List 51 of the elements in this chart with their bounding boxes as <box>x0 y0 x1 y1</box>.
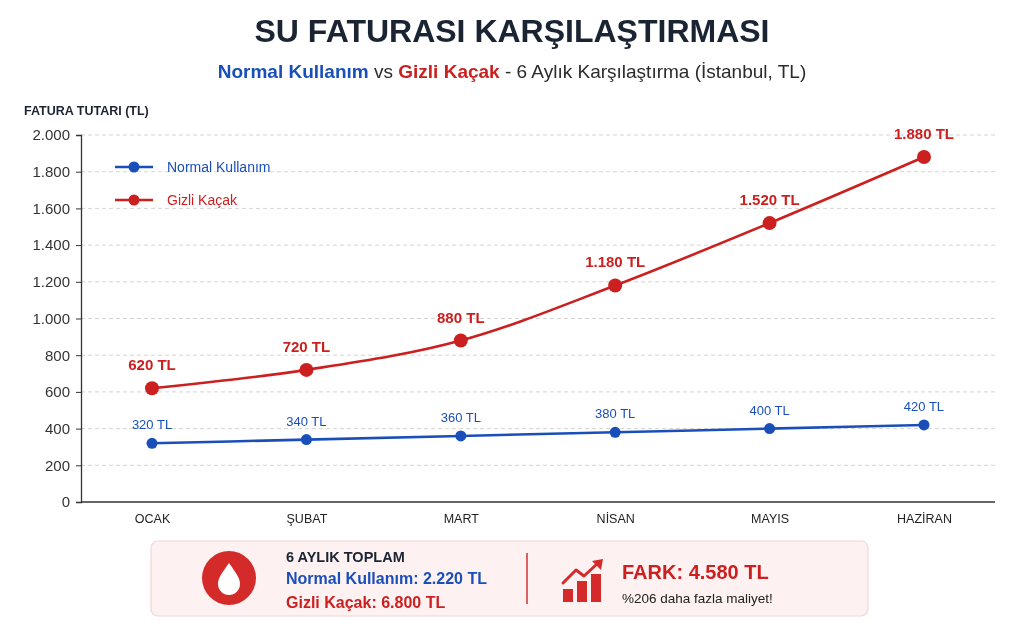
point <box>762 216 777 231</box>
y-tick-label: 1.200 <box>32 273 70 291</box>
y-tick-label: 1.800 <box>32 163 70 180</box>
y-axis-title: FATURA TUTARI (TL) <box>24 104 149 118</box>
data-label: 420 TL <box>903 398 945 414</box>
text: Gizli Kaçak: 6.800 TL <box>286 594 446 611</box>
data-label: 320 TL <box>131 417 173 433</box>
data-label: 340 TL <box>286 413 327 429</box>
y-tick-label: 2.000 <box>32 126 70 144</box>
data-label: 720 TL <box>282 337 331 355</box>
y-tick-label: 800 <box>44 346 70 364</box>
chart-title: SU FATURASI KARŞILAŞTIRMASI <box>254 13 770 49</box>
x-tick-label: ŞUBAT <box>286 511 328 526</box>
y-tick-label: 400 <box>44 419 70 437</box>
y-tick-label: 600 <box>44 383 70 401</box>
x-tick-label: NİSAN <box>596 511 635 526</box>
point <box>299 362 314 377</box>
y-tick-label: 1.000 <box>32 309 70 327</box>
point <box>609 426 621 438</box>
point <box>918 419 930 431</box>
data-label: 1.880 TL <box>893 125 954 143</box>
data-label: 620 TL <box>128 356 176 374</box>
point <box>145 381 160 396</box>
y-tick-label: 200 <box>44 456 70 474</box>
text: %206 daha fazla maliyet! <box>622 591 773 606</box>
data-label: 380 TL <box>595 406 636 422</box>
data-label: 1.180 TL <box>585 253 646 271</box>
text: FARK: 4.580 TL <box>622 561 769 583</box>
data-label: 400 TL <box>749 402 790 418</box>
y-tick-label: 0 <box>61 493 70 511</box>
point <box>608 278 623 293</box>
point <box>146 437 158 449</box>
text: Normal Kullanım: 2.220 TL <box>286 570 488 587</box>
legend-label: Normal Kullanım <box>167 159 271 175</box>
data-label: 1.520 TL <box>739 191 800 209</box>
point <box>764 423 776 435</box>
y-tick-label: 1.600 <box>32 199 70 217</box>
text: 6 AYLIK TOPLAM <box>286 549 405 565</box>
x-tick-label: OCAK <box>134 511 171 526</box>
y-tick-label: 1.400 <box>32 236 70 254</box>
x-tick-label: MART <box>443 511 480 526</box>
x-tick-label: HAZİRAN <box>897 511 952 526</box>
chart-subtitle: Normal Kullanım vs Gizli Kaçak - 6 Aylık Karşılaştırma (İstanbul, TL) <box>217 61 807 82</box>
data-label: 880 TL <box>437 308 485 326</box>
point <box>453 333 468 348</box>
data-label: 360 TL <box>440 409 481 425</box>
legend-label: Gizli Kaçak <box>167 192 239 208</box>
point <box>916 150 931 165</box>
point <box>300 434 312 446</box>
x-tick-label: MAYIS <box>751 511 790 526</box>
point <box>455 430 467 442</box>
